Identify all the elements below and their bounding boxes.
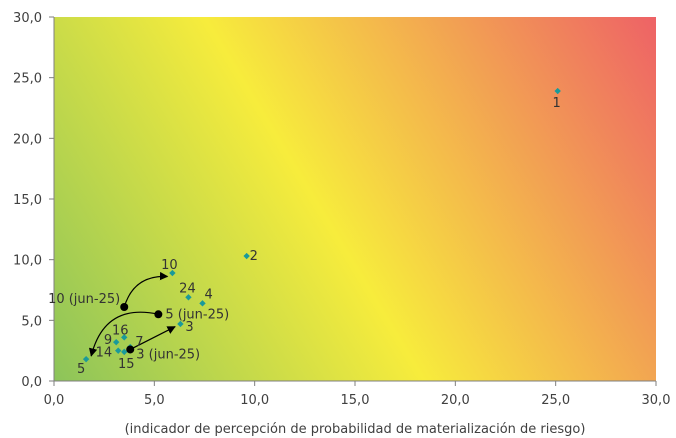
x-tick-label: 25,0	[541, 393, 570, 408]
x-tick-label: 0,0	[44, 393, 65, 408]
y-tick-label: 15,0	[13, 193, 42, 208]
transition-arrow	[129, 326, 176, 350]
data-point	[199, 300, 206, 307]
point-label: 5	[77, 362, 85, 377]
data-point	[121, 334, 128, 341]
data-point	[113, 338, 120, 346]
y-tick-label: 0,0	[21, 375, 42, 390]
data-points	[82, 87, 561, 363]
transition-arrow	[88, 311, 159, 357]
transition-arrow	[123, 271, 169, 308]
data-point	[554, 87, 561, 95]
reference-point	[154, 310, 163, 319]
data-point	[82, 355, 90, 363]
reference-point	[126, 345, 135, 354]
y-tick-label: 10,0	[13, 254, 42, 269]
axes	[49, 16, 657, 386]
point-label: 2	[250, 249, 258, 264]
data-point	[115, 347, 122, 354]
data-point	[177, 320, 184, 328]
point-label: 1	[553, 96, 561, 111]
point-label: 9	[104, 333, 112, 348]
x-tick-label: 10,0	[240, 393, 269, 408]
x-tick-label: 15,0	[341, 393, 370, 408]
tick-labels: 0,0 5,0 10,0 15,0 20,0 25,0 30,0 0,0 5,0 10,0 15,0…	[13, 11, 670, 408]
plot-background	[54, 17, 656, 381]
data-point	[121, 348, 128, 356]
point-label: 10	[161, 258, 178, 273]
data-point	[185, 294, 192, 301]
point-label: 3	[185, 320, 193, 335]
x-tick-label: 30,0	[642, 393, 671, 408]
data-point	[169, 269, 176, 277]
reference-point-label: 3 (jun-25)	[136, 347, 200, 362]
reference-point	[120, 302, 129, 311]
reference-point-label: 5 (jun-25)	[165, 307, 229, 322]
y-tick-label: 30,0	[13, 11, 42, 26]
point-label: 16	[112, 323, 129, 338]
transition-arrows	[88, 271, 176, 357]
y-tick-label: 20,0	[13, 132, 42, 147]
x-axis-label: (indicador de percepción de probabilidad…	[125, 422, 586, 437]
point-label: 14	[96, 346, 113, 361]
x-tick-label: 20,0	[441, 393, 470, 408]
point-label: 4	[204, 287, 212, 302]
y-tick-label: 5,0	[21, 314, 42, 329]
x-tick-label: 5,0	[144, 393, 165, 408]
data-point	[243, 252, 250, 260]
point-label: 7	[135, 335, 143, 350]
reference-point-label: 10 (jun-25)	[48, 292, 120, 307]
point-label: 15	[118, 357, 135, 372]
point-label: 24	[179, 281, 196, 296]
y-tick-label: 25,0	[13, 72, 42, 87]
